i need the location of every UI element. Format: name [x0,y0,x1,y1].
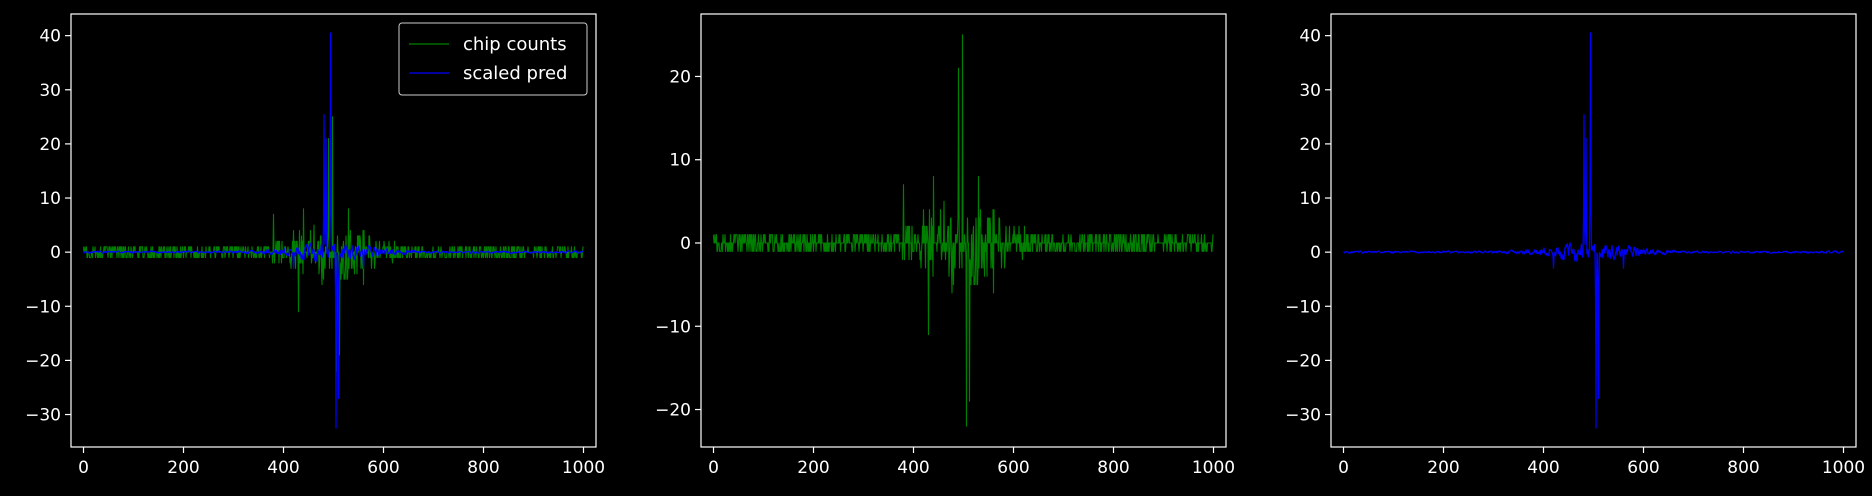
axes-frame [700,13,1227,448]
plot-area [712,34,1214,427]
y-tick-label: 10 [39,189,61,209]
x-tick-label: 0 [1338,458,1349,478]
axes-frame [1330,13,1857,448]
y-tick-label: 20 [669,67,691,87]
x-tick-label: 400 [1527,458,1559,478]
x-tick-label: 200 [1427,458,1459,478]
legend: chip counts scaled pred [398,22,588,96]
x-tick-label: 800 [1097,458,1129,478]
subplot-right: 0 200 400 600 800 1000 −30 −20 −10 0 10 20 30 40 [1285,13,1865,478]
x-tick-label: 600 [1627,458,1659,478]
x-tick-label: 200 [167,458,199,478]
series-line-chip-counts [82,116,584,372]
y-tick-label: −20 [655,401,691,421]
axes-frame [70,13,597,448]
plot-area [82,32,584,429]
x-tick-label: 0 [708,458,719,478]
legend-box [398,22,588,96]
y-tick-label: −30 [25,406,61,426]
legend-entry: chip counts [463,34,567,55]
x-tick-label: 600 [997,458,1029,478]
subplot-middle: 0 200 400 600 800 1000 −20 −10 0 10 20 [655,13,1235,478]
y-tick-label: 30 [1299,81,1321,101]
y-tick-label: 10 [669,151,691,171]
x-tick-label: 600 [367,458,399,478]
y-tick-label: −20 [1285,351,1321,371]
plot-area [1343,32,1844,429]
y-tick-label: 0 [680,234,691,254]
x-tick-label: 200 [797,458,829,478]
subplot-left: 0 200 400 600 800 1000 −30 −20 −10 0 10 20 30 40 chip … [25,13,605,478]
series-line-series-0 [712,34,1214,427]
y-tick-label: 0 [1310,243,1321,263]
series-line-scaled-pred [83,32,584,429]
y-tick-label: −30 [1285,406,1321,426]
y-tick-label: 40 [1299,27,1321,47]
y-tick-label: −20 [25,351,61,371]
x-tick-label: 800 [467,458,499,478]
y-tick-label: −10 [25,297,61,317]
x-tick-label: 400 [897,458,929,478]
x-tick-label: 0 [78,458,89,478]
y-tick-label: 10 [1299,189,1321,209]
y-tick-label: −10 [655,317,691,337]
y-tick-label: −10 [1285,297,1321,317]
series-line-series-0 [1343,32,1844,429]
x-tick-label: 400 [267,458,299,478]
y-tick-label: 20 [1299,135,1321,155]
x-tick-label: 800 [1727,458,1759,478]
y-tick-label: 0 [50,243,61,263]
y-tick-label: 40 [39,27,61,47]
y-tick-label: 20 [39,135,61,155]
x-tick-label: 1000 [1822,458,1865,478]
x-tick-label: 1000 [562,458,605,478]
y-tick-label: 30 [39,81,61,101]
x-tick-label: 1000 [1192,458,1235,478]
legend-entry: scaled pred [463,63,567,84]
